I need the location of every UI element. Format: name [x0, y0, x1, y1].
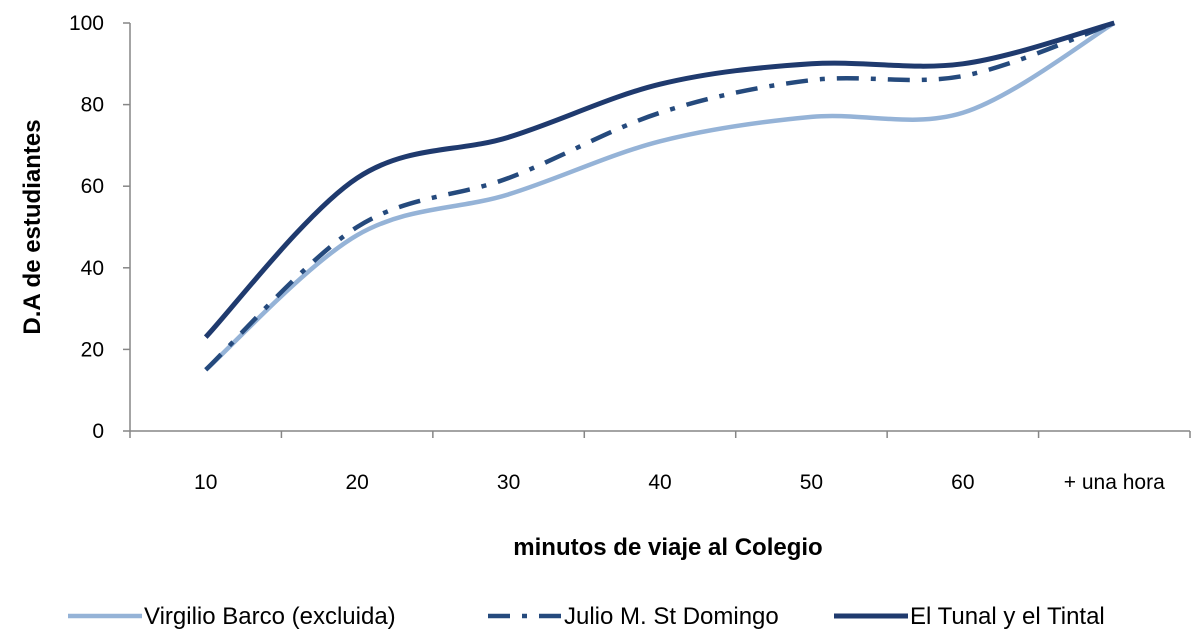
legend: Virgilio Barco (excluida) Julio M. St Dom… [68, 603, 1105, 630]
x-tick-label: + una hora [1064, 471, 1165, 494]
x-tick-label: 30 [497, 471, 520, 494]
y-tick-label: 100 [69, 12, 104, 35]
y-axis-ticks: 0 20 40 60 80 100 [69, 12, 130, 443]
x-axis-ticks: 10 20 30 40 50 60 + una hora [129, 431, 1191, 494]
y-tick-label: 40 [81, 257, 104, 280]
legend-label-virgilio-barco-excluida: Virgilio Barco (excluida) [144, 603, 396, 630]
legend-label-julio-m-st-domingo: Julio M. St Domingo [564, 603, 779, 630]
y-tick-label: 60 [81, 175, 104, 198]
x-tick-label: 20 [345, 471, 368, 494]
series-line-el-tunal-y-el-tintal [203, 20, 1115, 339]
x-tick-label: 10 [194, 471, 217, 494]
axes [129, 23, 1190, 432]
series-line-virgilio-barco-excluida [204, 21, 1116, 372]
legend-label-el-tunal-y-el-tintal: El Tunal y el Tintal [910, 603, 1105, 630]
y-tick-label: 0 [92, 420, 104, 443]
y-tick-label: 20 [81, 338, 104, 361]
y-axis-title: D.A de estudiantes [19, 119, 46, 334]
x-axis-title: minutos de viaje al Colegio [513, 534, 822, 561]
y-tick-label: 80 [81, 94, 104, 117]
x-tick-label: 60 [951, 471, 974, 494]
series-line-julio-m-st-domingo [204, 20, 1116, 372]
series-lines [203, 20, 1116, 372]
x-tick-label: 40 [648, 471, 671, 494]
x-tick-label: 50 [800, 471, 823, 494]
